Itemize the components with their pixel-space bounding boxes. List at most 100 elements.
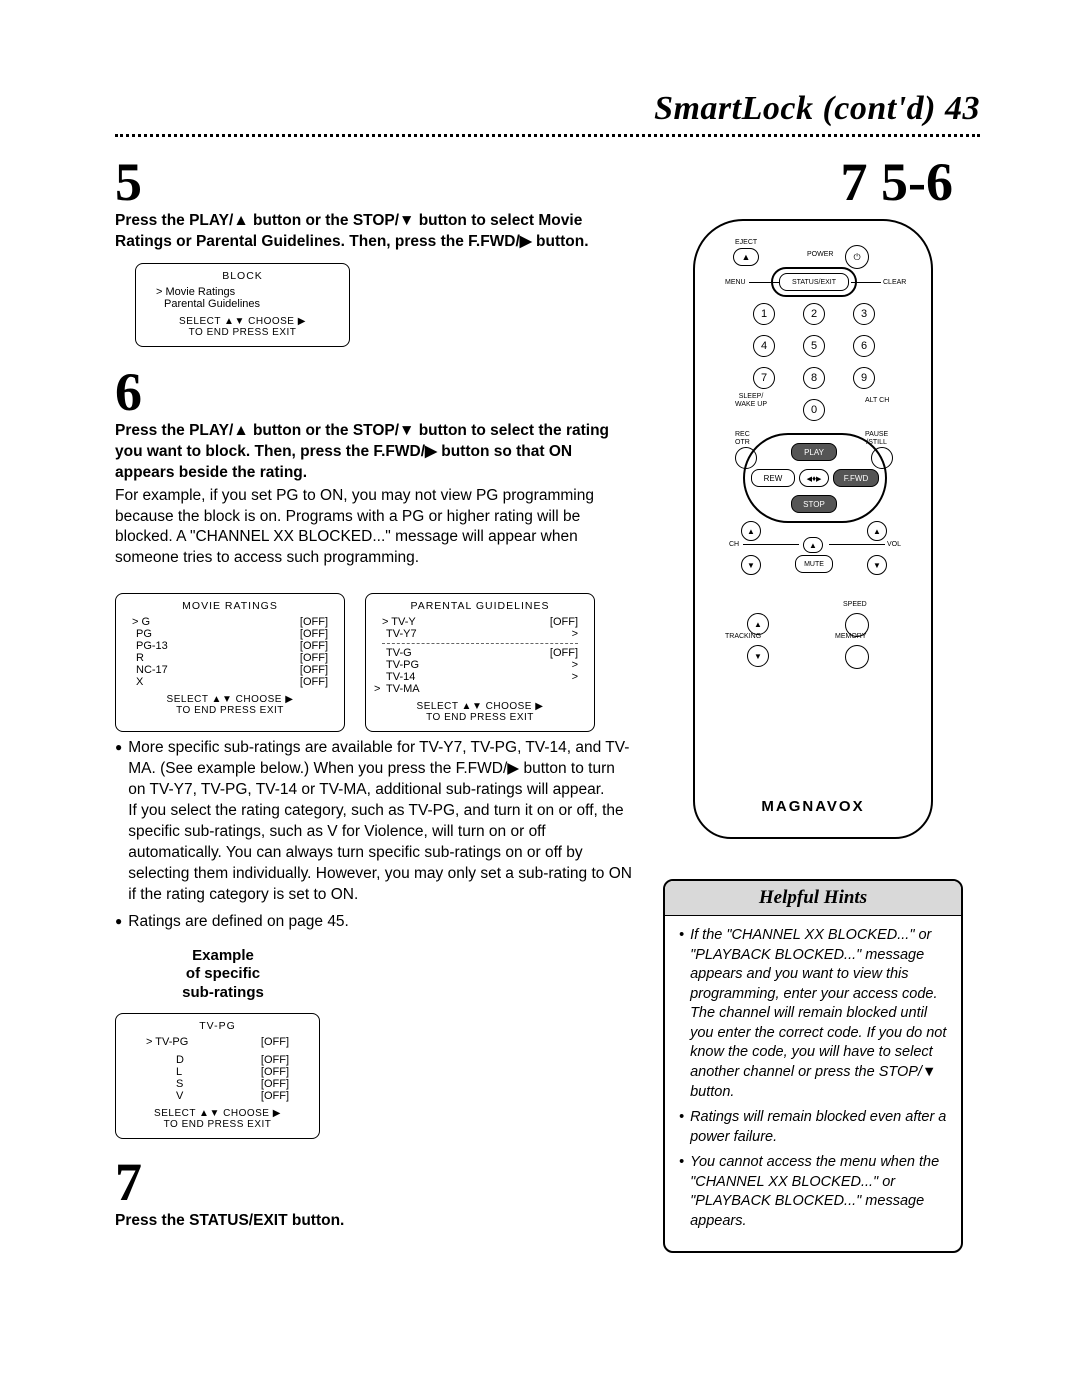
osd-footer: SELECT ▲▼ CHOOSE ▶ <box>126 1108 309 1119</box>
osd-block-line2: Parental Guidelines <box>146 298 339 310</box>
osd-block-line1: > Movie Ratings <box>146 286 339 298</box>
osd-row-r: > <box>572 671 578 683</box>
osd-movie-ratings: MOVIE RATINGS > G[OFF] PG[OFF] PG-13[OFF… <box>115 593 345 732</box>
osd-block-menu: BLOCK > Movie Ratings Parental Guideline… <box>135 263 350 347</box>
right-column: 7 5-6 EJECT ▲ POWER ⏻ MENU STATUS/EXIT C… <box>663 147 963 1253</box>
rew-button[interactable]: REW <box>751 469 795 487</box>
osd-row: V <box>176 1090 183 1102</box>
helpful-hints-title: Helpful Hints <box>665 881 961 916</box>
rec-button[interactable] <box>735 447 757 469</box>
menu-label: MENU <box>725 279 746 287</box>
osd-row-r: [OFF] <box>300 652 328 664</box>
remote-control: EJECT ▲ POWER ⏻ MENU STATUS/EXIT CLEAR 1… <box>693 219 933 839</box>
mute-up-button[interactable] <box>803 537 823 553</box>
osd-row-r: > <box>572 659 578 671</box>
step-6-body: For example, if you set PG to ON, you ma… <box>115 486 635 570</box>
step-callout-numbers: 7 5-6 <box>663 155 953 209</box>
dpad-center[interactable]: ♦ <box>799 469 829 487</box>
hint-1: If the "CHANNEL XX BLOCKED..." or "PLAYB… <box>690 926 947 1102</box>
osd-block-footer2: TO END PRESS EXIT <box>146 327 339 338</box>
ch-up-button[interactable] <box>741 521 761 541</box>
stop-button[interactable]: STOP <box>791 495 837 513</box>
speed-label: SPEED <box>843 601 867 609</box>
osd-row-r: [OFF] <box>261 1078 289 1090</box>
osd-row-r: [OFF] <box>550 616 578 628</box>
hint-3: You cannot access the menu when the "CHA… <box>690 1153 947 1231</box>
play-button[interactable]: PLAY <box>791 443 837 461</box>
step-7-number: 7 <box>115 1155 635 1209</box>
vol-up-button[interactable] <box>867 521 887 541</box>
osd-row: TV-MA <box>386 683 420 695</box>
osd-row: PG <box>136 628 152 640</box>
rec-label: REC OTR <box>735 431 750 446</box>
osd-block-footer1: SELECT ▲▼ CHOOSE ▶ <box>146 316 339 327</box>
step-7-text: Press the STATUS/EXIT button. <box>115 1211 635 1232</box>
bullet-1-text: More specific sub-ratings are available … <box>128 739 629 798</box>
step-6-number: 6 <box>115 365 635 419</box>
memory-button[interactable] <box>845 645 869 669</box>
vol-down-button[interactable] <box>867 555 887 575</box>
osd-row: L <box>176 1066 182 1078</box>
ch-label: CH <box>729 541 739 549</box>
osd-row: TV-PG <box>386 659 419 671</box>
osd-tvpg: TV-PG > TV-PG[OFF] D[OFF] L[OFF] S[OFF] … <box>115 1013 320 1139</box>
vol-label: VOL <box>887 541 901 549</box>
num-1-button[interactable]: 1 <box>753 303 775 325</box>
osd-row: D <box>176 1054 184 1066</box>
eject-button[interactable]: ▲ <box>733 248 759 266</box>
tracking-label: TRACKING <box>725 633 761 641</box>
memory-label: MEMORY <box>835 633 866 641</box>
mute-button[interactable]: MUTE <box>795 555 833 573</box>
altch-label: ALT CH <box>865 397 889 405</box>
osd-footer: TO END PRESS EXIT <box>126 705 334 716</box>
osd-row-r: [OFF] <box>550 647 578 659</box>
osd-row-r: [OFF] <box>300 640 328 652</box>
osd-tvpg-title: TV-PG <box>126 1020 309 1032</box>
remote-brand: MAGNAVOX <box>695 798 931 815</box>
num-4-button[interactable]: 4 <box>753 335 775 357</box>
num-7-button[interactable]: 7 <box>753 367 775 389</box>
osd-row: S <box>176 1078 183 1090</box>
num-2-button[interactable]: 2 <box>803 303 825 325</box>
osd-row-r: [OFF] <box>300 616 328 628</box>
power-button[interactable]: ⏻ <box>845 245 869 269</box>
example-label: Example of specific sub-ratings <box>153 947 293 1003</box>
num-6-button[interactable]: 6 <box>853 335 875 357</box>
helpful-hints-box: Helpful Hints If the "CHANNEL XX BLOCKED… <box>663 879 963 1253</box>
ffwd-button[interactable]: F.FWD <box>833 469 879 487</box>
clear-label: CLEAR <box>883 279 906 287</box>
osd-row-r: [OFF] <box>300 676 328 688</box>
osd-row-r: [OFF] <box>261 1054 289 1066</box>
osd-row-r: [OFF] <box>261 1066 289 1078</box>
status-exit-button[interactable]: STATUS/EXIT <box>779 273 849 291</box>
bullet-icon <box>115 738 122 905</box>
sleep-label: SLEEP/ WAKE UP <box>735 393 767 408</box>
osd-parental-title: PARENTAL GUIDELINES <box>376 600 584 612</box>
bullet-2-text: Ratings are defined on page 45. <box>128 912 349 933</box>
osd-row: PG-13 <box>136 640 168 652</box>
osd-row-r: [OFF] <box>261 1090 289 1102</box>
ch-down-button[interactable] <box>741 555 761 575</box>
osd-row-r: [OFF] <box>300 628 328 640</box>
tracking-up-button[interactable] <box>747 613 769 635</box>
num-0-button[interactable]: 0 <box>803 399 825 421</box>
osd-block-title: BLOCK <box>146 270 339 282</box>
bullet-2: Ratings are defined on page 45. <box>115 912 635 933</box>
num-9-button[interactable]: 9 <box>853 367 875 389</box>
num-5-button[interactable]: 5 <box>803 335 825 357</box>
tracking-down-button[interactable] <box>747 645 769 667</box>
osd-row: > TV-PG <box>146 1036 188 1048</box>
bullet-1: More specific sub-ratings are available … <box>115 738 635 905</box>
pause-label: PAUSE /STILL <box>865 431 888 446</box>
osd-row: X <box>136 676 143 688</box>
step-6-bold: Press the PLAY/▲ button or the STOP/▼ bu… <box>115 421 635 484</box>
step-5-text: Press the PLAY/▲ button or the STOP/▼ bu… <box>115 211 635 253</box>
osd-row: > G <box>132 616 150 628</box>
bullet-1b-text: If you select the rating category, such … <box>128 802 632 903</box>
osd-row: TV-G <box>386 647 412 659</box>
pause-button[interactable] <box>871 447 893 469</box>
num-3-button[interactable]: 3 <box>853 303 875 325</box>
osd-footer: TO END PRESS EXIT <box>376 712 584 723</box>
osd-pair: MOVIE RATINGS > G[OFF] PG[OFF] PG-13[OFF… <box>115 583 635 732</box>
num-8-button[interactable]: 8 <box>803 367 825 389</box>
